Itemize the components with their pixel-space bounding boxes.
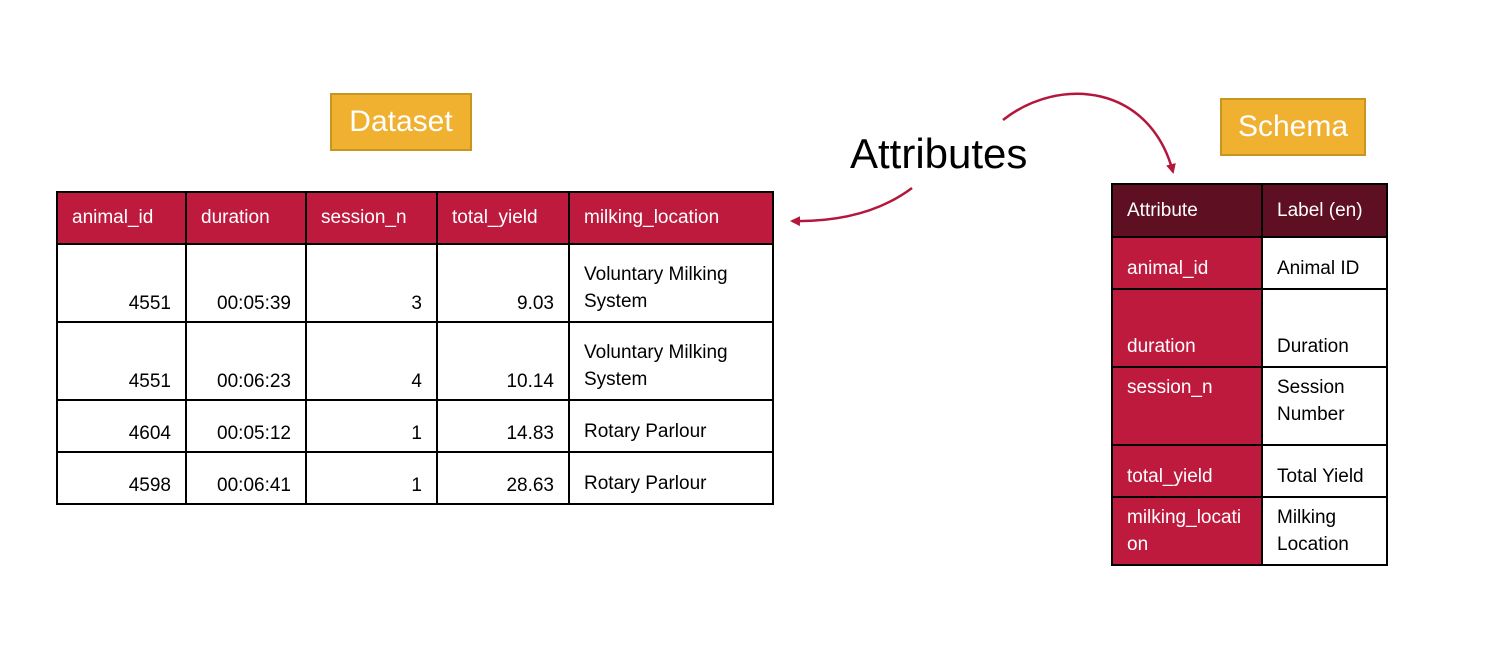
col-header: session_n [305,191,438,245]
cell: 4551 [56,321,187,401]
attribute-cell: duration [1111,288,1263,368]
table-row: 4604 00:05:12 1 14.83 Rotary Parlour [56,399,774,453]
table-row: duration Duration [1111,288,1388,368]
cell: Voluntary Milking System [568,321,774,401]
schema-table: Attribute Label (en) animal_id Animal ID… [1111,183,1388,566]
cell: 4 [305,321,438,401]
cell: 00:06:23 [185,321,307,401]
dataset-header-row: animal_id duration session_n total_yield… [56,191,774,245]
cell: 3 [305,243,438,323]
col-header: animal_id [56,191,187,245]
dataset-tag: Dataset [330,93,472,151]
schema-tag: Schema [1220,98,1366,156]
label-cell: Session Number [1261,366,1388,446]
label-cell: Total Yield [1261,444,1388,498]
cell: 14.83 [436,399,570,453]
attribute-cell: animal_id [1111,236,1263,290]
col-header: milking_location [568,191,774,245]
arrow-to-schema [1002,92,1176,174]
label-cell: Milking Location [1261,496,1388,566]
cell: 4604 [56,399,187,453]
cell: 00:05:39 [185,243,307,323]
attribute-cell: milking_location [1111,496,1263,566]
arrow-to-dataset [790,186,913,227]
label-cell: Animal ID [1261,236,1388,290]
cell: Rotary Parlour [568,451,774,505]
col-header: total_yield [436,191,570,245]
dataset-table: animal_id duration session_n total_yield… [56,191,774,505]
table-row: animal_id Animal ID [1111,236,1388,290]
schema-header-row: Attribute Label (en) [1111,183,1388,238]
attribute-cell: session_n [1111,366,1263,446]
col-header: duration [185,191,307,245]
attributes-label: Attributes [850,130,1028,177]
cell: 10.14 [436,321,570,401]
cell: 1 [305,451,438,505]
col-header: Label (en) [1261,183,1388,238]
cell: 1 [305,399,438,453]
cell: 00:05:12 [185,399,307,453]
attribute-cell: total_yield [1111,444,1263,498]
col-header: Attribute [1111,183,1263,238]
cell: 4598 [56,451,187,505]
table-row: session_n Session Number [1111,366,1388,446]
table-row: 4598 00:06:41 1 28.63 Rotary Parlour [56,451,774,505]
cell: 28.63 [436,451,570,505]
cell: Voluntary Milking System [568,243,774,323]
table-row: milking_location Milking Location [1111,496,1388,566]
cell: 9.03 [436,243,570,323]
cell: Rotary Parlour [568,399,774,453]
table-row: 4551 00:05:39 3 9.03 Voluntary Milking S… [56,243,774,323]
table-row: 4551 00:06:23 4 10.14 Voluntary Milking … [56,321,774,401]
label-cell: Duration [1261,288,1388,368]
cell: 4551 [56,243,187,323]
cell: 00:06:41 [185,451,307,505]
table-row: total_yield Total Yield [1111,444,1388,498]
